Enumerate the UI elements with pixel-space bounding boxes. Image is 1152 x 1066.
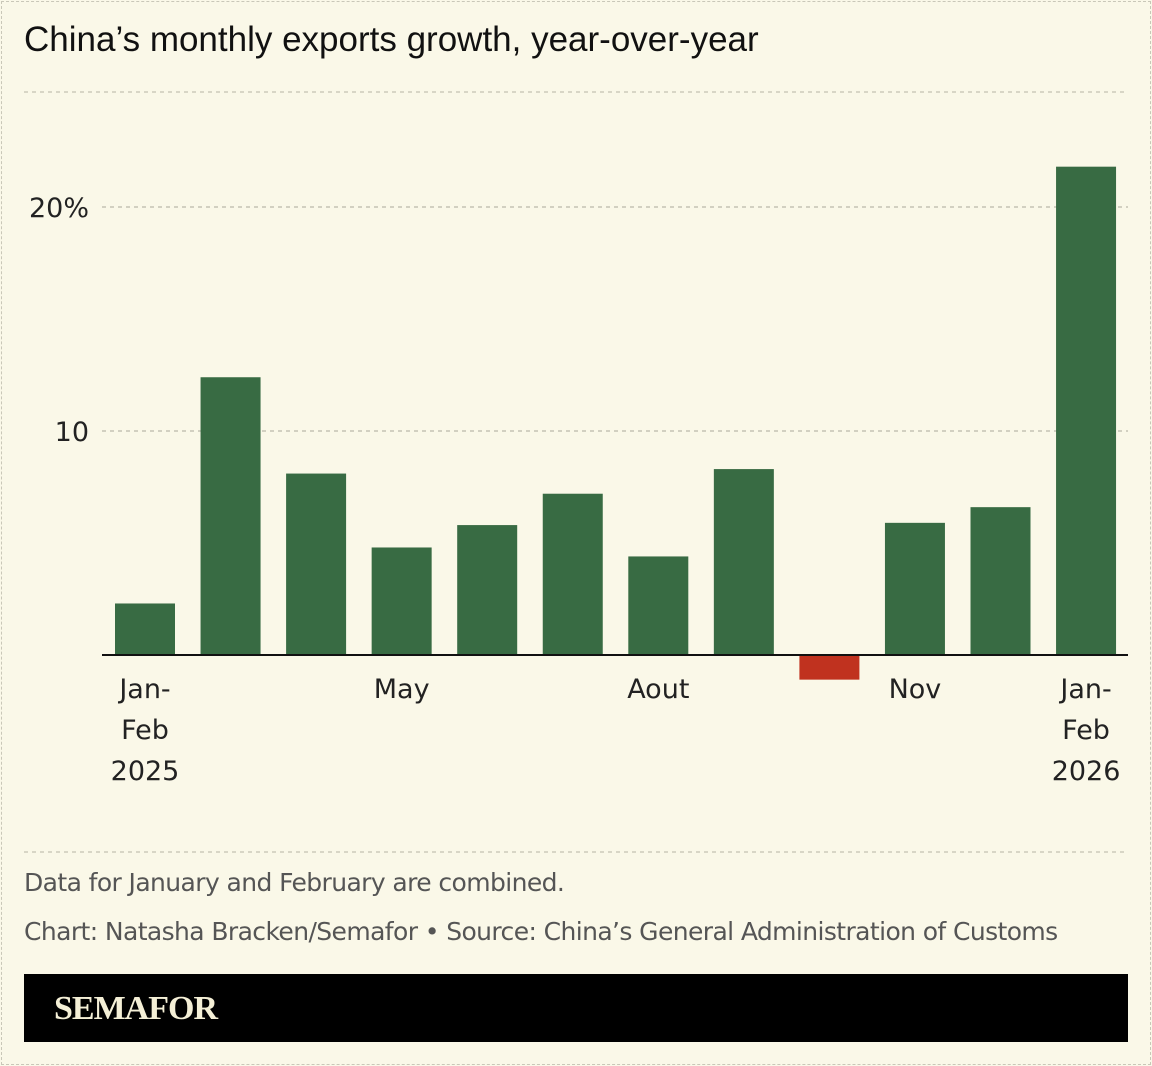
y-tick-label: 10: [55, 417, 89, 448]
x-tick-label-line: Jan-: [117, 674, 170, 705]
x-tick-label: Jan- Feb 2026: [1052, 674, 1121, 787]
x-tick-label: May: [374, 674, 430, 705]
x-tick-label-line: Feb: [121, 715, 169, 746]
bar-5: [542, 493, 603, 655]
bar-11: [1056, 166, 1117, 655]
bar-1: [200, 377, 261, 655]
bar-4: [457, 525, 518, 655]
y-tick-label: 20%: [29, 193, 89, 224]
bar-3: [371, 547, 432, 655]
x-tick-label: Nov: [889, 674, 942, 705]
x-tick-label-line: 2025: [111, 756, 180, 787]
bar-0: [115, 603, 175, 655]
x-tick-label-line: Feb: [1062, 715, 1110, 746]
x-tick-label-line: Nov: [889, 674, 942, 705]
chart-title: China’s monthly exports growth, year-ove…: [24, 20, 759, 59]
bar-6: [628, 556, 689, 655]
x-tick-label-line: Aout: [627, 674, 689, 705]
x-tick-label-line: May: [374, 674, 430, 705]
bar-9: [884, 522, 945, 655]
x-tick-label-line: Jan-: [1058, 674, 1111, 705]
brand-bar: SEMAFOR: [24, 974, 1128, 1042]
footnote: Data for January and February are combin…: [24, 868, 565, 897]
bar-8: [799, 655, 860, 680]
bar-10: [970, 507, 1031, 655]
credit-line: Chart: Natasha Bracken/Semafor • Source:…: [24, 917, 1058, 946]
x-tick-label: Jan- Feb 2025: [111, 674, 180, 787]
x-tick-label-line: 2026: [1052, 756, 1121, 787]
semafor-logo: SEMAFOR: [54, 990, 218, 1027]
bar-7: [713, 469, 774, 655]
bar-2: [286, 473, 347, 655]
x-tick-label: Aout: [627, 674, 689, 705]
